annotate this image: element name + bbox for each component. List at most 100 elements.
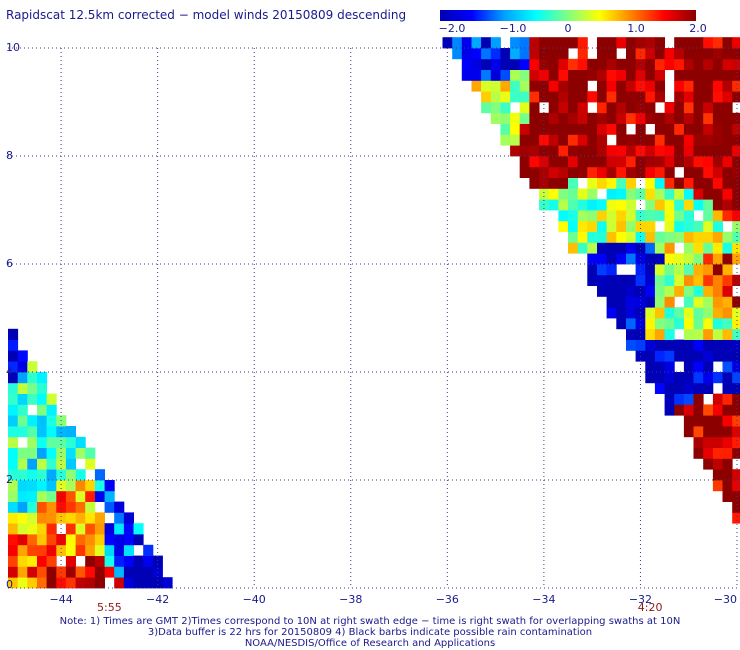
heatmap-cell bbox=[616, 145, 627, 157]
heatmap-cell bbox=[471, 80, 482, 92]
heatmap-cell bbox=[626, 156, 637, 168]
heatmap-cell bbox=[712, 328, 723, 340]
heatmap-cell bbox=[693, 102, 704, 114]
heatmap-cell bbox=[635, 69, 646, 81]
heatmap-cell bbox=[597, 285, 608, 297]
x-tick-label: −38 bbox=[339, 593, 362, 606]
heatmap-cell bbox=[8, 350, 19, 362]
heatmap-cell bbox=[683, 415, 694, 427]
heatmap-cell bbox=[693, 264, 704, 276]
heatmap-cell bbox=[8, 415, 19, 427]
heatmap-cell bbox=[27, 469, 38, 481]
heatmap-cell bbox=[37, 393, 48, 405]
heatmap-cell bbox=[461, 69, 472, 81]
heatmap-cell bbox=[732, 469, 740, 481]
heatmap-cell bbox=[635, 231, 646, 243]
heatmap-cell bbox=[606, 91, 617, 103]
heatmap-cell bbox=[712, 123, 723, 135]
heatmap-cell bbox=[27, 566, 38, 578]
heatmap-cell bbox=[597, 177, 608, 189]
heatmap-cell bbox=[732, 69, 740, 81]
heatmap-cell bbox=[75, 523, 86, 535]
heatmap-cell bbox=[37, 523, 48, 535]
heatmap-cell bbox=[635, 37, 646, 49]
heatmap-cell bbox=[732, 134, 740, 146]
heatmap-cell bbox=[529, 91, 540, 103]
heatmap-cell bbox=[732, 91, 740, 103]
heatmap-cell bbox=[94, 577, 105, 589]
heatmap-cell bbox=[587, 231, 598, 243]
heatmap-cell bbox=[664, 372, 675, 384]
y-tick-label: 8 bbox=[6, 149, 13, 162]
heatmap-cell bbox=[722, 37, 733, 49]
heatmap-cell bbox=[568, 199, 579, 211]
heatmap-cell bbox=[722, 210, 733, 222]
heatmap-cell bbox=[645, 48, 656, 60]
heatmap-cell bbox=[548, 177, 559, 189]
heatmap-cell bbox=[548, 166, 559, 178]
heatmap-cell bbox=[712, 80, 723, 92]
heatmap-cell bbox=[500, 69, 511, 81]
heatmap-cell bbox=[490, 58, 501, 70]
heatmap-cell bbox=[703, 210, 714, 222]
heatmap-cell bbox=[664, 123, 675, 135]
heatmap-cell bbox=[65, 544, 76, 556]
heatmap-cell bbox=[597, 112, 608, 124]
heatmap-cell bbox=[712, 156, 723, 168]
heatmap-cell bbox=[683, 145, 694, 157]
heatmap-cell bbox=[722, 328, 733, 340]
heatmap-cell bbox=[693, 372, 704, 384]
heatmap-cell bbox=[568, 210, 579, 222]
heatmap-cell bbox=[616, 285, 627, 297]
heatmap-cell bbox=[664, 242, 675, 254]
heatmap-cell bbox=[683, 372, 694, 384]
heatmap-cell bbox=[635, 253, 646, 265]
heatmap-cell bbox=[104, 534, 115, 546]
heatmap-cell bbox=[616, 220, 627, 232]
y-tick-label: 0 bbox=[6, 578, 13, 591]
heatmap-cell bbox=[490, 80, 501, 92]
heatmap-cell bbox=[674, 199, 685, 211]
heatmap-cell bbox=[664, 382, 675, 394]
heatmap-cell bbox=[703, 415, 714, 427]
heatmap-cell bbox=[27, 458, 38, 470]
heatmap-cell bbox=[712, 436, 723, 448]
heatmap-cell bbox=[510, 58, 521, 70]
heatmap-cell bbox=[712, 220, 723, 232]
heatmap-cell bbox=[616, 80, 627, 92]
heatmap-cell bbox=[8, 458, 19, 470]
heatmap-cell bbox=[461, 48, 472, 60]
heatmap-cell bbox=[654, 91, 665, 103]
heatmap-cell bbox=[722, 480, 733, 492]
heatmap-cell bbox=[683, 112, 694, 124]
heatmap-cell bbox=[8, 555, 19, 567]
heatmap-cell bbox=[645, 296, 656, 308]
heatmap-cell bbox=[645, 318, 656, 330]
heatmap-cell bbox=[654, 156, 665, 168]
heatmap-cell bbox=[597, 102, 608, 114]
heatmap-cell bbox=[85, 480, 96, 492]
heatmap-cell bbox=[693, 123, 704, 135]
heatmap-cell bbox=[732, 490, 740, 502]
heatmap-cell bbox=[703, 199, 714, 211]
heatmap-cell bbox=[37, 566, 48, 578]
heatmap-cell bbox=[46, 566, 57, 578]
heatmap-cell bbox=[703, 58, 714, 70]
heatmap-cell bbox=[616, 199, 627, 211]
heatmap-cell bbox=[500, 123, 511, 135]
heatmap-cell bbox=[558, 199, 569, 211]
heatmap-cell bbox=[606, 145, 617, 157]
heatmap-cell bbox=[693, 91, 704, 103]
heatmap-cell bbox=[664, 210, 675, 222]
heatmap-cell bbox=[85, 458, 96, 470]
heatmap-cell bbox=[645, 199, 656, 211]
heatmap-cell bbox=[46, 534, 57, 546]
heatmap-cell bbox=[529, 177, 540, 189]
heatmap-cell bbox=[703, 328, 714, 340]
heatmap-cell bbox=[732, 166, 740, 178]
heatmap-cell bbox=[568, 37, 579, 49]
heatmap-cell bbox=[152, 555, 163, 567]
heatmap-cell bbox=[674, 264, 685, 276]
heatmap-cell bbox=[510, 80, 521, 92]
heatmap-cell bbox=[597, 156, 608, 168]
